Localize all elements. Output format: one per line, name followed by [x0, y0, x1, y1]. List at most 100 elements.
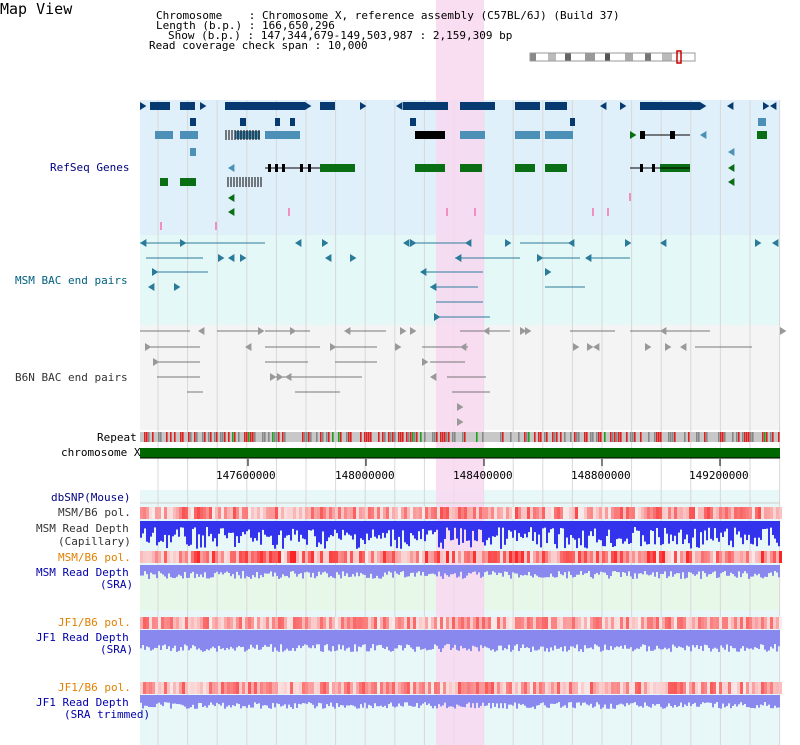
pol-heat-cell — [629, 551, 632, 563]
pol-heat-cell — [734, 617, 737, 629]
pol-heat-cell — [305, 507, 308, 519]
pol-heat-cell — [476, 682, 479, 694]
read-depth-bar — [180, 521, 182, 528]
read-depth-bar — [716, 565, 718, 579]
read-depth-bar — [672, 630, 674, 645]
pol-heat-cell — [296, 682, 299, 694]
read-depth-bar — [396, 695, 398, 707]
pol-heat-cell — [494, 682, 497, 694]
read-depth-bar — [360, 565, 362, 573]
read-depth-bar — [238, 630, 240, 646]
read-depth-bar — [326, 521, 328, 542]
pol-heat-cell — [779, 551, 782, 563]
read-depth-bar — [212, 521, 214, 542]
pol-heat-cell — [212, 682, 215, 694]
read-depth-bar — [292, 630, 294, 648]
read-depth-bar — [406, 630, 408, 645]
pol-heat-cell — [695, 682, 698, 694]
read-depth-bar — [272, 565, 274, 577]
read-depth-bar — [658, 630, 660, 649]
pol-heat-cell — [455, 507, 458, 519]
read-depth-bar — [620, 521, 622, 539]
read-depth-bar — [732, 630, 734, 649]
read-depth-bar — [614, 521, 616, 547]
track-label-jf1-b6-pol-1: JF1/B6 pol. — [58, 616, 131, 629]
pol-heat-cell — [707, 682, 710, 694]
read-depth-bar — [728, 521, 730, 546]
read-depth-bar — [604, 630, 606, 645]
read-depth-bar — [168, 695, 170, 703]
pol-heat-cell — [650, 551, 653, 563]
read-depth-bar — [666, 630, 668, 650]
repeat-mark — [640, 432, 642, 442]
pol-heat-cell — [440, 682, 443, 694]
gene-mark — [607, 208, 609, 216]
pol-heat-cell — [221, 617, 224, 629]
read-depth-bar — [328, 695, 330, 707]
read-depth-bar — [714, 695, 716, 704]
read-depth-bar — [580, 565, 582, 572]
read-depth-bar — [234, 565, 236, 579]
read-depth-bar — [338, 630, 340, 645]
pol-heat-cell — [170, 682, 173, 694]
read-depth-bar — [330, 565, 332, 577]
pol-heat-cell — [440, 551, 443, 563]
pol-heat-cell — [737, 507, 740, 519]
pol-heat-cell — [554, 551, 557, 563]
pol-heat-cell — [254, 551, 257, 563]
pol-heat-cell — [287, 507, 290, 519]
read-depth-bar — [222, 695, 224, 703]
pol-heat-cell — [650, 682, 653, 694]
read-depth-bar — [702, 565, 704, 572]
read-depth-bar — [388, 521, 390, 531]
pol-heat-cell — [239, 617, 242, 629]
read-depth-bar — [476, 521, 478, 542]
repeat-mark — [648, 432, 650, 442]
read-depth-bar — [666, 695, 668, 707]
read-depth-bar — [256, 565, 258, 573]
pol-heat-cell — [431, 682, 434, 694]
read-depth-bar — [522, 695, 524, 705]
pol-heat-cell — [311, 682, 314, 694]
pol-heat-cell — [221, 682, 224, 694]
read-depth-bar — [180, 565, 182, 576]
read-depth-bar — [470, 521, 472, 548]
pol-heat-cell — [560, 617, 563, 629]
read-depth-bar — [440, 565, 442, 577]
read-depth-bar — [200, 695, 202, 704]
repeat-mark — [698, 432, 700, 442]
pol-heat-cell — [317, 682, 320, 694]
read-depth-bar — [588, 521, 590, 536]
repeat-mark — [772, 432, 774, 442]
read-depth-bar — [246, 630, 248, 651]
pol-heat-cell — [314, 682, 317, 694]
read-depth-bar — [738, 630, 740, 652]
read-depth-bar — [468, 630, 470, 649]
repeat-mark — [750, 432, 752, 442]
strand-arrow — [180, 239, 187, 247]
strand-arrow — [430, 373, 437, 381]
pol-heat-cell — [335, 551, 338, 563]
repeat-mark — [146, 432, 148, 442]
gene-feature — [545, 102, 567, 110]
read-depth-bar — [684, 565, 686, 579]
pol-heat-cell — [596, 507, 599, 519]
read-depth-bar — [366, 521, 368, 534]
pol-heat-cell — [275, 617, 278, 629]
strand-arrow — [537, 254, 544, 262]
read-depth-bar — [720, 695, 722, 709]
pol-heat-cell — [497, 682, 500, 694]
read-depth-bar — [408, 521, 410, 547]
strand-arrow — [620, 102, 627, 110]
pol-heat-cell — [515, 617, 518, 629]
read-depth-bar — [418, 695, 420, 709]
read-depth-bar — [262, 630, 264, 648]
pol-heat-cell — [392, 682, 395, 694]
read-depth-bar — [330, 521, 332, 536]
pol-heat-cell — [146, 682, 149, 694]
read-depth-bar — [288, 565, 290, 578]
pol-heat-cell — [677, 507, 680, 519]
pol-heat-cell — [302, 682, 305, 694]
read-depth-bar — [666, 521, 668, 534]
